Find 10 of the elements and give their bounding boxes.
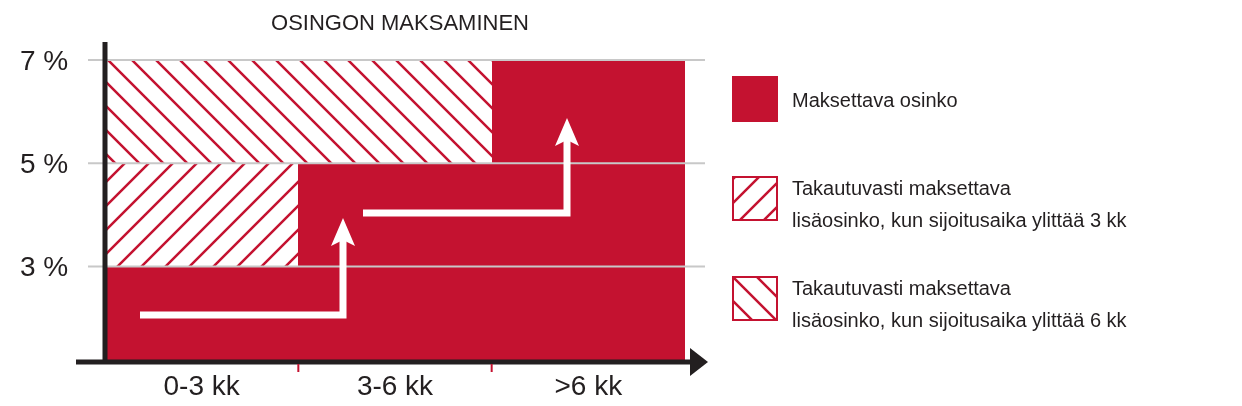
legend-label: Takautuvasti maksettava lisäosinko, kun sijoitusaika ylittää 6 kk [792,277,1128,331]
x-tick-label: >6 kk [554,370,624,401]
y-tick-label: 5 % [19,148,69,180]
x-tick-label: 3-6 kk [356,370,435,401]
y-tick-label: 3 % [19,251,69,283]
chart-title: OSINGON MAKSAMINEN [271,10,529,35]
legend-label: Takautuvasti maksettava lisäosinko, kun sijoitusaika ylittää 3 kk [792,177,1128,231]
y-tick-label: 7 % [19,44,69,76]
legend-label: Maksettava osinko [792,89,958,111]
x-tick-label: 0-3 kk [163,370,241,401]
